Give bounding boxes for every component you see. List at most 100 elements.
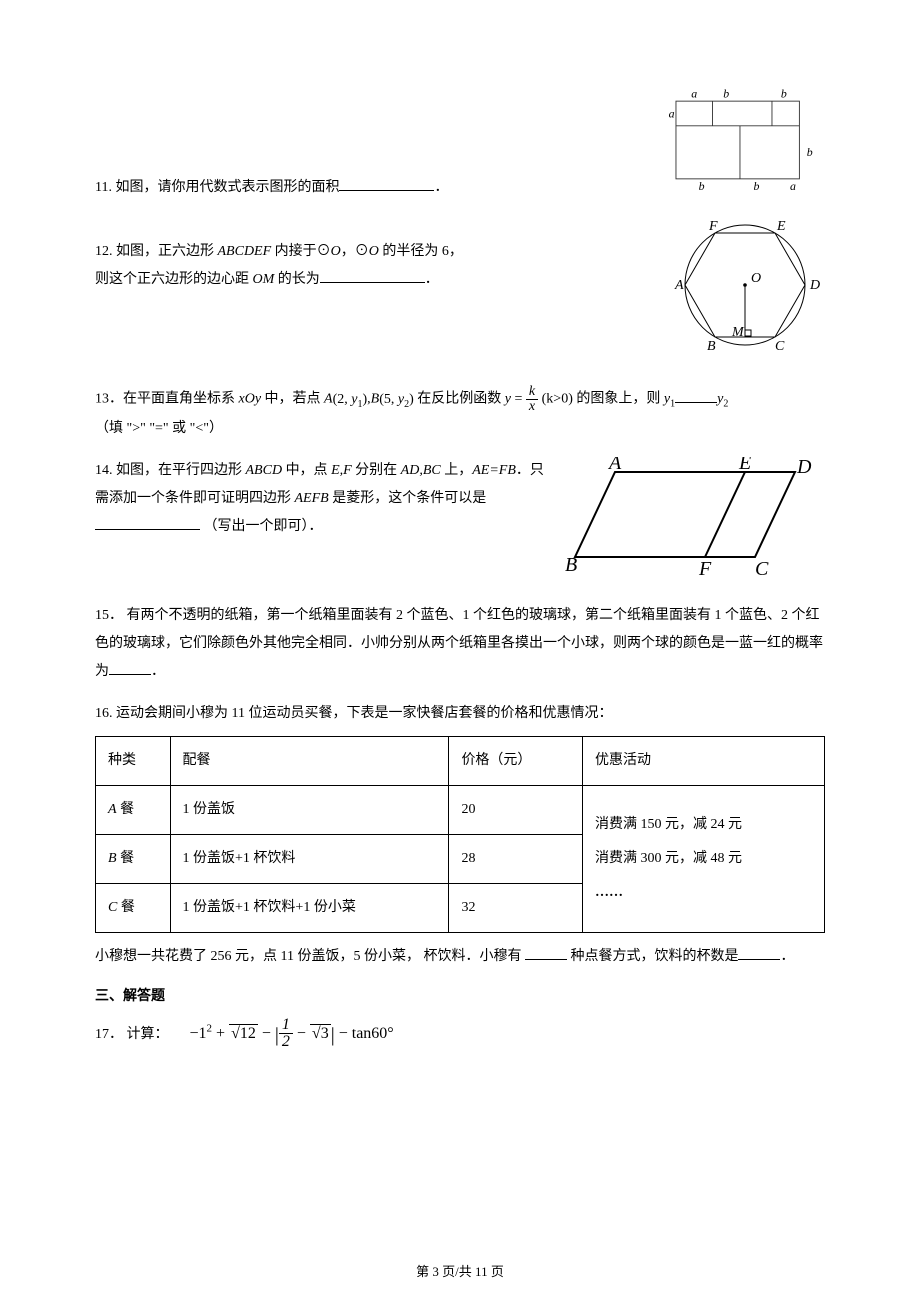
q14-a: 如图，在平行四边形 xyxy=(116,463,246,478)
hex-D: D xyxy=(809,278,820,293)
q16-number: 16. xyxy=(95,706,113,721)
q14-blank xyxy=(95,516,200,530)
q12-t5: 则这个正六边形的边心距 xyxy=(95,272,253,287)
q14-d: 上， xyxy=(441,463,473,478)
pg-E: E xyxy=(738,457,751,474)
question-14: A E D B F C 14. 如图，在平行四边形 ABCD 中，点 E,F 分… xyxy=(95,457,825,588)
th-type: 种类 xyxy=(96,736,171,785)
page-footer: 第 3 页/共 11 页 xyxy=(0,1261,920,1280)
cell-c-combo: 1 份盖饭+1 杯饮料+1 份小菜 xyxy=(170,883,449,932)
cell-a-combo: 1 份盖饭 xyxy=(170,785,449,834)
meal-B-it: B xyxy=(108,851,117,866)
q13-b: 中，若点 xyxy=(261,392,324,407)
question-16: 16. 运动会期间小穆为 11 位运动员买餐，下表是一家快餐店套餐的价格和优惠情… xyxy=(95,700,825,971)
q15-blank xyxy=(109,661,151,675)
lbl-a: a xyxy=(691,86,697,100)
q17-expression: −12 + √12 − |12 − √3| − tan60° xyxy=(190,1025,394,1042)
pg-D: D xyxy=(796,457,812,478)
question-11: 11. 如图，请你用代数式表示图形的面积． a b b a b b xyxy=(95,85,825,206)
q13-number: 13． xyxy=(95,392,123,407)
q16-after-c: ． xyxy=(780,949,794,964)
promo-1: 消费满 150 元，减 24 元 xyxy=(595,811,812,839)
table-row: A 餐 1 份盖饭 20 消费满 150 元，减 24 元 消费满 300 元，… xyxy=(96,785,825,834)
q12-t7: ． xyxy=(425,272,439,287)
lbl-b3: b xyxy=(699,179,705,193)
q13-y2s: 2 xyxy=(723,399,728,410)
lbl-a2: a xyxy=(790,179,796,193)
q17-label: 计算： xyxy=(127,1027,169,1042)
footer-total: 11 xyxy=(475,1264,488,1279)
hex-A: A xyxy=(674,278,684,293)
cell-c-price: 32 xyxy=(449,883,583,932)
section-3-heading: 三、解答题 xyxy=(95,985,825,1005)
footer-a: 第 xyxy=(416,1264,432,1279)
question-17: 17． 计算： −12 + √12 − |12 − √3| − tan60° xyxy=(95,1015,825,1055)
q13-Blabel: B xyxy=(371,392,380,407)
table-header-row: 种类 配餐 价格（元） 优惠活动 xyxy=(96,736,825,785)
q14-abcd: ABCD xyxy=(246,463,283,478)
lbl-b4: b xyxy=(753,179,759,193)
q14-aefb: AEFB xyxy=(295,491,329,506)
hex-F: F xyxy=(708,219,718,234)
q14-b: 中，点 xyxy=(282,463,331,478)
q14-ef: E,F xyxy=(331,463,352,478)
lbl-b: b xyxy=(723,86,729,100)
frac-x: x xyxy=(526,400,538,414)
meal-C-it: C xyxy=(108,900,117,915)
q14-number: 14. xyxy=(95,463,113,478)
q15-body: 有两个不透明的纸箱，第一个纸箱里面装有 2 个蓝色、1 个红色的玻璃球，第二个纸… xyxy=(95,608,823,679)
promo-3: …… xyxy=(595,879,812,907)
cell-b-combo: 1 份盖饭+1 杯饮料 xyxy=(170,834,449,883)
q11-text: 11. 如图，请你用代数式表示图形的面积． xyxy=(95,174,645,206)
q11-blank xyxy=(339,177,434,191)
q16-blank1 xyxy=(525,946,567,960)
promo-2: 消费满 300 元，减 48 元 xyxy=(595,845,812,873)
q13-blank xyxy=(675,389,717,403)
q13-eq: = xyxy=(511,392,526,407)
question-15: 15． 有两个不透明的纸箱，第一个纸箱里面装有 2 个蓝色、1 个红色的玻璃球，… xyxy=(95,602,825,686)
q14-f: 是菱形，这个条件可以是 xyxy=(329,491,487,506)
q13-xoy: xOy xyxy=(239,392,262,407)
hex-B: B xyxy=(707,339,716,354)
q16-intro: 运动会期间小穆为 11 位运动员买餐，下表是一家快餐店套餐的价格和优惠情况： xyxy=(116,706,612,721)
cell-b-price: 28 xyxy=(449,834,583,883)
q12-text: 12. 如图，正六边形 ABCDEF 内接于⊙O，⊙O 的半径为 6， 则这个正… xyxy=(95,220,645,294)
hex-O: O xyxy=(751,271,761,286)
pg-F: F xyxy=(698,558,712,580)
q16-after-a: 小穆想一共花费了 256 元，点 11 份盖饭，5 份小菜， 杯饮料．小穆有 xyxy=(95,949,525,964)
cell-a-price: 20 xyxy=(449,785,583,834)
q11-diagram: a b b a b b b a xyxy=(665,85,825,206)
hex-C: C xyxy=(775,339,785,354)
q12-t4: 的半径为 6， xyxy=(379,244,463,259)
pg-B: B xyxy=(565,554,577,576)
footer-c: 页 xyxy=(488,1264,504,1279)
question-12: 12. 如图，正六边形 ABCDEF 内接于⊙O，⊙O 的半径为 6， 则这个正… xyxy=(95,220,825,371)
q16-after-b: 种点餐方式，饮料的杯数是 xyxy=(567,949,739,964)
q12-t2: 内接于⊙ xyxy=(271,244,331,259)
q17-number: 17． xyxy=(95,1027,123,1042)
q12-poly: ABCDEF xyxy=(218,244,272,259)
q14-c: 分别在 xyxy=(352,463,401,478)
q12-t6: 的长为 xyxy=(274,272,320,287)
th-combo: 配餐 xyxy=(170,736,449,785)
q12-blank xyxy=(320,269,425,283)
lbl-b-right: b xyxy=(807,145,813,159)
lbl-a-left: a xyxy=(669,107,675,121)
half-num: 1 xyxy=(279,1017,293,1034)
frac-k: k xyxy=(526,385,538,400)
hex-M: M xyxy=(731,325,745,340)
q13-c: 在反比例函数 xyxy=(414,392,505,407)
th-price: 价格（元） xyxy=(449,736,583,785)
q12-o1: O xyxy=(331,244,341,259)
q13-frac: kx xyxy=(526,385,538,414)
q11-period: ． xyxy=(434,180,448,195)
meal-table: 种类 配餐 价格（元） 优惠活动 A 餐 1 份盖饭 20 消费满 150 元，… xyxy=(95,736,825,933)
q12-number: 12. xyxy=(95,244,113,259)
q11-body: 如图，请你用代数式表示图形的面积 xyxy=(115,180,339,195)
promo-cell: 消费满 150 元，减 24 元 消费满 300 元，减 48 元 …… xyxy=(583,785,825,932)
q12-om: OM xyxy=(253,272,275,287)
q13-a: 在平面直角坐标系 xyxy=(123,392,239,407)
hex-E: E xyxy=(776,219,786,234)
q13-d: (k>0) 的图象上，则 xyxy=(538,392,664,407)
pg-A: A xyxy=(607,457,622,474)
